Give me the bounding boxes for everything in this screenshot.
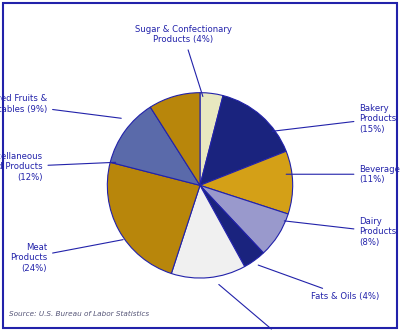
Wedge shape — [107, 162, 200, 273]
Text: Fats & Oils (4%): Fats & Oils (4%) — [258, 265, 380, 301]
Text: Meat Products sector employs the largest percentage: Meat Products sector employs the largest… — [9, 52, 313, 62]
Wedge shape — [200, 151, 293, 214]
Text: Meat
Products
(24%): Meat Products (24%) — [10, 240, 123, 272]
Text: Grain Mill Products (13%): Grain Mill Products (13%) — [219, 284, 336, 331]
Wedge shape — [200, 96, 286, 185]
Wedge shape — [110, 107, 200, 185]
Text: Bakery
Products
(15%): Bakery Products (15%) — [272, 104, 397, 133]
Text: Beverages
(11%): Beverages (11%) — [286, 165, 400, 184]
Wedge shape — [200, 185, 264, 266]
Text: Preserved Fruits &
Vegetables (9%): Preserved Fruits & Vegetables (9%) — [0, 94, 121, 118]
Text: Source: U.S. Bureau of Labor Statistics: Source: U.S. Bureau of Labor Statistics — [9, 311, 149, 317]
Text: Dairy
Products
(8%): Dairy Products (8%) — [284, 217, 397, 247]
Wedge shape — [171, 185, 245, 278]
Wedge shape — [200, 93, 223, 185]
Text: Figure 1: 1999 Food-Processing Industry Employment: Figure 1: 1999 Food-Processing Industry … — [9, 20, 312, 29]
Text: Sugar & Confectionary
Products (4%): Sugar & Confectionary Products (4%) — [135, 25, 232, 97]
Text: Miscellaneous
Food Products
(12%): Miscellaneous Food Products (12%) — [0, 152, 116, 182]
Wedge shape — [200, 185, 288, 253]
Wedge shape — [150, 93, 200, 185]
